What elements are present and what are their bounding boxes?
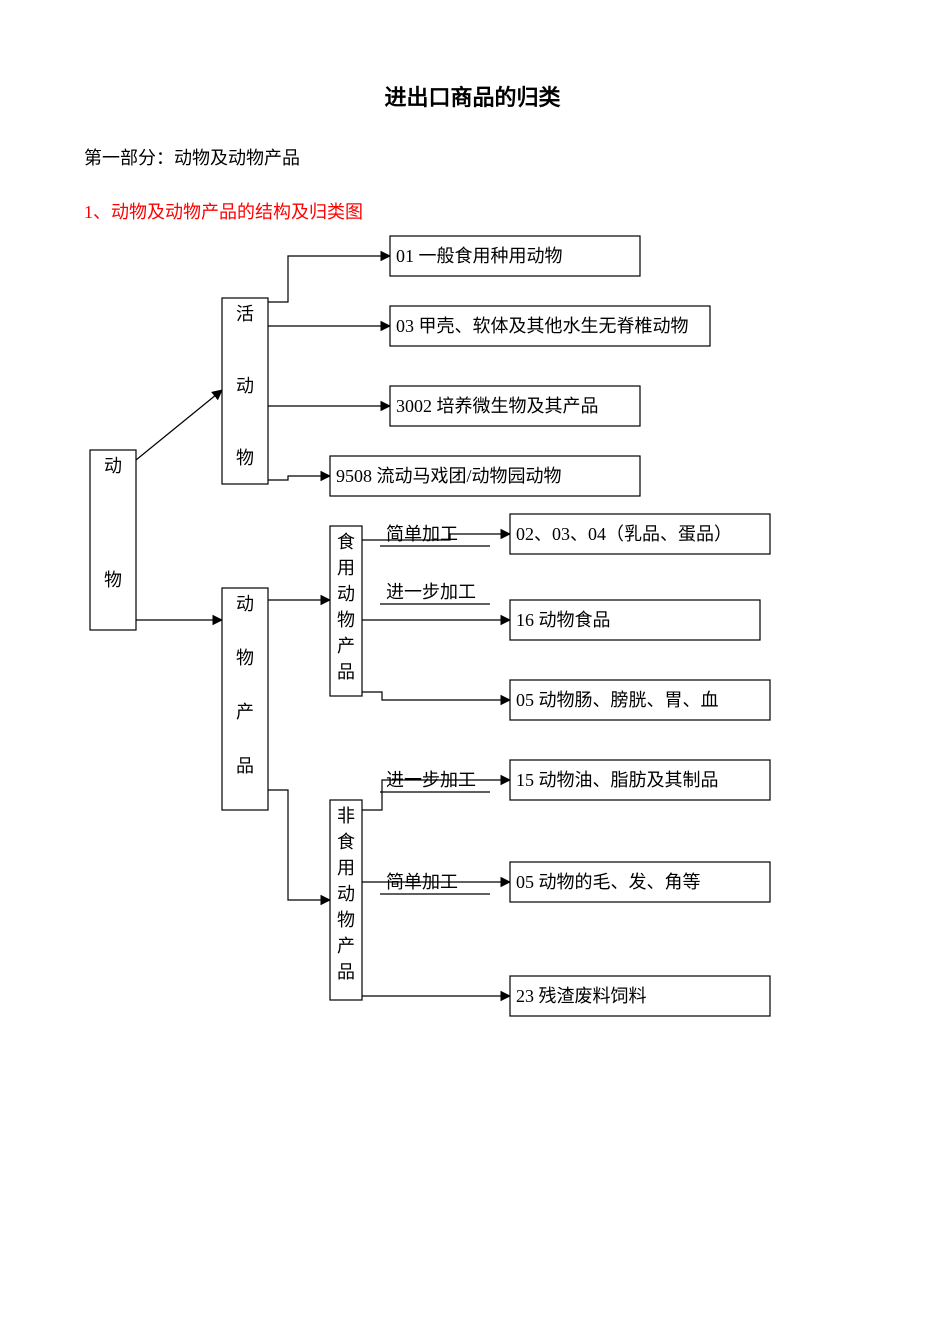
svg-text:简单加工: 简单加工 — [386, 872, 458, 892]
svg-text:物: 物 — [337, 910, 355, 930]
node-n23: 23 残渣废料饲料 — [510, 976, 770, 1016]
svg-text:01 一般食用种用动物: 01 一般食用种用动物 — [396, 246, 563, 266]
node-n01: 01 一般食用种用动物 — [390, 236, 640, 276]
svg-text:物: 物 — [337, 610, 355, 630]
node-n0234: 02、03、04（乳品、蛋品） — [510, 514, 770, 554]
svg-text:用: 用 — [337, 858, 355, 878]
svg-text:简单加工: 简单加工 — [386, 524, 458, 544]
node-prod: 动物产品 — [222, 588, 268, 810]
node-l_further2: 进一步加工 — [380, 770, 490, 792]
node-n3002: 3002 培养微生物及其产品 — [390, 386, 640, 426]
svg-text:物: 物 — [236, 648, 254, 668]
edge — [362, 692, 510, 700]
svg-text:品: 品 — [236, 756, 254, 776]
svg-text:动: 动 — [236, 376, 254, 396]
node-n05a: 05 动物肠、膀胱、胃、血 — [510, 680, 770, 720]
svg-text:05 动物的毛、发、角等: 05 动物的毛、发、角等 — [516, 872, 701, 892]
edge — [268, 256, 390, 302]
svg-text:16 动物食品: 16 动物食品 — [516, 610, 611, 630]
node-live: 活动物 — [222, 298, 268, 484]
svg-text:23 残渣废料饲料: 23 残渣废料饲料 — [516, 986, 647, 1006]
node-nonedible: 非食用动物产品 — [330, 800, 362, 1000]
node-edible: 食用动物产品 — [330, 526, 362, 696]
svg-text:活: 活 — [236, 304, 254, 324]
svg-text:动: 动 — [337, 884, 355, 904]
svg-text:动: 动 — [337, 584, 355, 604]
svg-text:非: 非 — [337, 806, 355, 826]
svg-text:品: 品 — [337, 662, 355, 682]
node-l_further1: 进一步加工 — [380, 582, 490, 604]
node-n03: 03 甲壳、软体及其他水生无脊椎动物 — [390, 306, 710, 346]
edge — [268, 790, 330, 900]
svg-text:食: 食 — [337, 532, 355, 552]
node-n15: 15 动物油、脂肪及其制品 — [510, 760, 770, 800]
edge — [268, 476, 330, 480]
svg-text:05 动物肠、膀胱、胃、血: 05 动物肠、膀胱、胃、血 — [516, 690, 719, 710]
svg-text:产: 产 — [337, 636, 355, 656]
node-root: 动物 — [90, 450, 136, 630]
svg-text:9508 流动马戏团/动物园动物: 9508 流动马戏团/动物园动物 — [336, 466, 562, 486]
node-n05b: 05 动物的毛、发、角等 — [510, 862, 770, 902]
svg-text:进一步加工: 进一步加工 — [386, 582, 476, 602]
svg-text:产: 产 — [337, 936, 355, 956]
node-l_simple1: 简单加工 — [380, 524, 490, 546]
svg-text:03 甲壳、软体及其他水生无脊椎动物: 03 甲壳、软体及其他水生无脊椎动物 — [396, 316, 689, 336]
svg-text:3002 培养微生物及其产品: 3002 培养微生物及其产品 — [396, 396, 599, 416]
svg-text:动: 动 — [236, 594, 254, 614]
diagram: 动物活动物动物产品食用动物产品非食用动物产品01 一般食用种用动物03 甲壳、软… — [0, 0, 945, 1337]
svg-text:食: 食 — [337, 832, 355, 852]
edge — [136, 390, 222, 460]
page: 进出口商品的归类 第一部分：动物及动物产品 1、动物及动物产品的结构及归类图 动… — [0, 0, 945, 1337]
svg-text:用: 用 — [337, 558, 355, 578]
node-n16: 16 动物食品 — [510, 600, 760, 640]
svg-text:品: 品 — [337, 962, 355, 982]
svg-text:动: 动 — [104, 456, 122, 476]
svg-text:物: 物 — [104, 570, 122, 590]
svg-text:物: 物 — [236, 448, 254, 468]
svg-text:进一步加工: 进一步加工 — [386, 770, 476, 790]
svg-text:02、03、04（乳品、蛋品）: 02、03、04（乳品、蛋品） — [516, 524, 732, 544]
svg-text:15 动物油、脂肪及其制品: 15 动物油、脂肪及其制品 — [516, 770, 719, 790]
node-l_simple2: 简单加工 — [380, 872, 490, 894]
node-n9508: 9508 流动马戏团/动物园动物 — [330, 456, 640, 496]
svg-text:产: 产 — [236, 702, 254, 722]
